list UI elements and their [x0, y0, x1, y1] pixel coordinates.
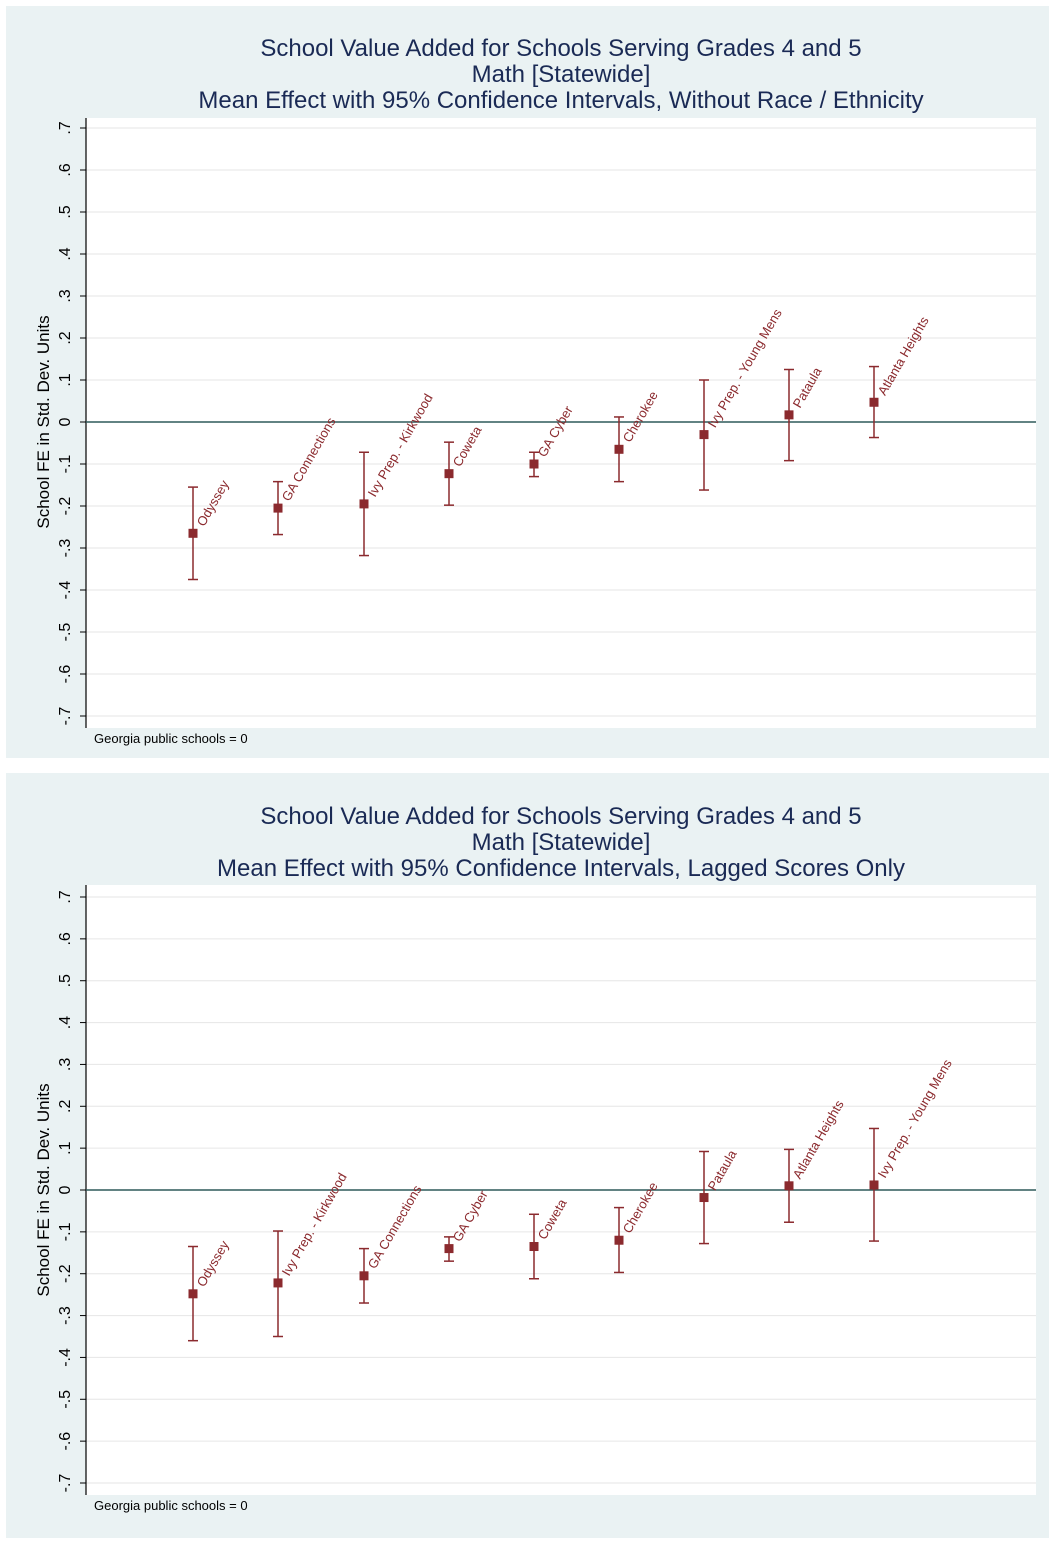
chart-title-line-1: School Value Added for Schools Serving G…: [260, 35, 861, 62]
mean-marker: [869, 397, 879, 407]
mean-marker: [188, 528, 198, 538]
chart-title-line-3: Mean Effect with 95% Confidence Interval…: [217, 855, 905, 882]
y-tick-label: .5: [57, 974, 74, 987]
mean-marker: [273, 503, 283, 513]
y-tick-label: .2: [57, 1100, 74, 1113]
y-tick-label: -.3: [57, 539, 74, 558]
y-tick-label: .7: [57, 121, 74, 134]
y-tick-label: .6: [57, 932, 74, 945]
mean-marker: [699, 430, 709, 440]
y-tick-label: -.3: [57, 1306, 74, 1325]
chart-title-line-2: Math [Statewide]: [472, 829, 651, 856]
mean-marker: [869, 1180, 879, 1190]
y-tick-label: 0: [57, 1185, 74, 1194]
chart-note: Georgia public schools = 0: [94, 1498, 248, 1513]
y-tick-label: -.6: [57, 1432, 74, 1451]
mean-marker: [444, 469, 454, 479]
mean-marker: [188, 1289, 198, 1299]
mean-marker: [614, 1235, 624, 1245]
mean-marker: [444, 1244, 454, 1254]
y-axis-label: School FE in Std. Dev. Units: [34, 315, 53, 528]
mean-marker: [273, 1278, 283, 1288]
y-tick-label: -.2: [57, 1264, 74, 1283]
mean-marker: [614, 444, 624, 454]
y-tick-label: -.7: [57, 707, 74, 726]
y-tick-label: -.7: [57, 1474, 74, 1493]
y-tick-label: -.1: [57, 1222, 74, 1241]
y-tick-label: 0: [57, 417, 74, 426]
chart-note: Georgia public schools = 0: [94, 731, 248, 746]
mean-marker: [529, 459, 539, 469]
y-tick-label: -.4: [57, 1348, 74, 1367]
y-tick-label: -.4: [57, 581, 74, 600]
mean-marker: [784, 410, 794, 420]
chart-1: School Value Added for Schools Serving G…: [6, 6, 1049, 758]
chart-title-line-3: Mean Effect with 95% Confidence Interval…: [198, 87, 923, 114]
mean-marker: [529, 1242, 539, 1252]
y-tick-label: .5: [57, 205, 74, 218]
mean-marker: [359, 1271, 369, 1281]
y-tick-label: .7: [57, 890, 74, 903]
plot-area: [86, 118, 1036, 728]
mean-marker: [359, 499, 369, 509]
y-tick-label: .3: [57, 289, 74, 302]
chart-2: School Value Added for Schools Serving G…: [6, 773, 1049, 1538]
y-tick-label: -.1: [57, 455, 74, 474]
y-tick-label: .3: [57, 1058, 74, 1071]
y-tick-label: .4: [57, 1016, 74, 1029]
chart-title-line-2: Math [Statewide]: [472, 61, 651, 88]
y-tick-label: -.5: [57, 623, 74, 642]
chart-title-line-1: School Value Added for Schools Serving G…: [260, 803, 861, 830]
y-tick-label: -.6: [57, 665, 74, 684]
y-tick-label: .1: [57, 1141, 74, 1154]
y-tick-label: -.2: [57, 497, 74, 516]
mean-marker: [699, 1193, 709, 1203]
y-tick-label: .2: [57, 331, 74, 344]
y-tick-label: .4: [57, 247, 74, 260]
mean-marker: [784, 1181, 794, 1191]
y-tick-label: -.5: [57, 1390, 74, 1409]
y-tick-label: .1: [57, 373, 74, 386]
y-tick-label: .6: [57, 163, 74, 176]
y-axis-label: School FE in Std. Dev. Units: [34, 1083, 53, 1296]
